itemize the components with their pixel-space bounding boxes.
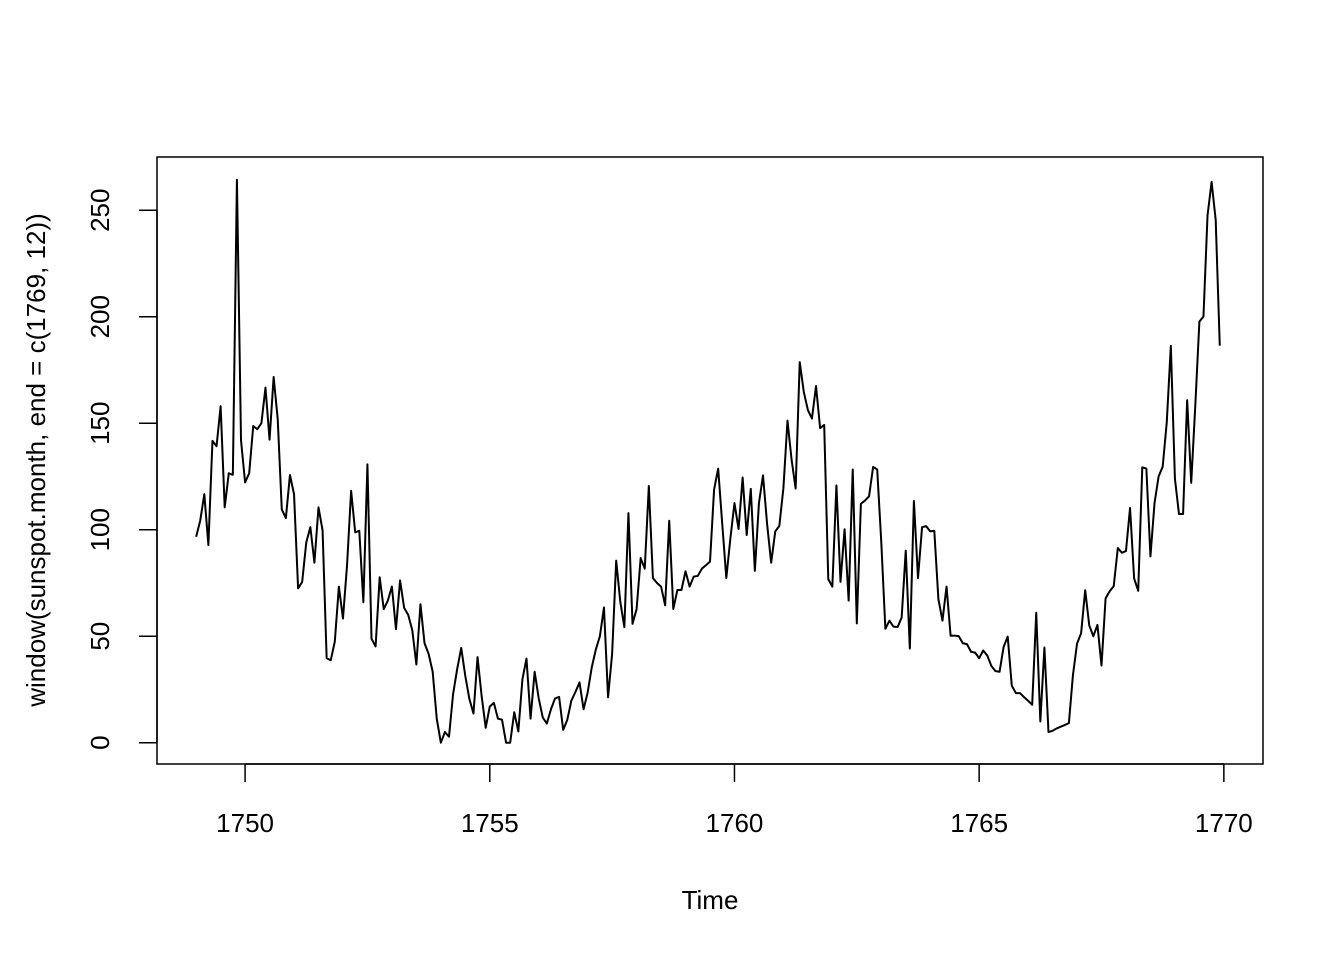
plot-frame	[156, 156, 1264, 765]
x-tick-label: 1755	[461, 808, 519, 838]
x-axis-title: Time	[682, 885, 739, 915]
x-tick-label: 1750	[216, 808, 274, 838]
y-axis: 0 50 100 150 200 250	[85, 189, 158, 750]
y-tick-label: 100	[85, 508, 115, 551]
series-layer	[195, 178, 1221, 744]
y-tick-label: 200	[85, 295, 115, 338]
series-line	[195, 178, 1221, 744]
x-tick-label: 1760	[706, 808, 764, 838]
y-tick-label: 250	[85, 189, 115, 232]
y-tick-label: 150	[85, 402, 115, 445]
y-axis-title: window(sunspot.month, end = c(1769, 12))	[21, 213, 51, 708]
x-tick-label: 1765	[950, 808, 1008, 838]
x-tick-label: 1770	[1195, 808, 1253, 838]
y-tick-label: 50	[85, 622, 115, 651]
y-tick-label: 0	[85, 735, 115, 749]
x-axis: 1750 1755 1760 1765 1770	[216, 763, 1253, 838]
